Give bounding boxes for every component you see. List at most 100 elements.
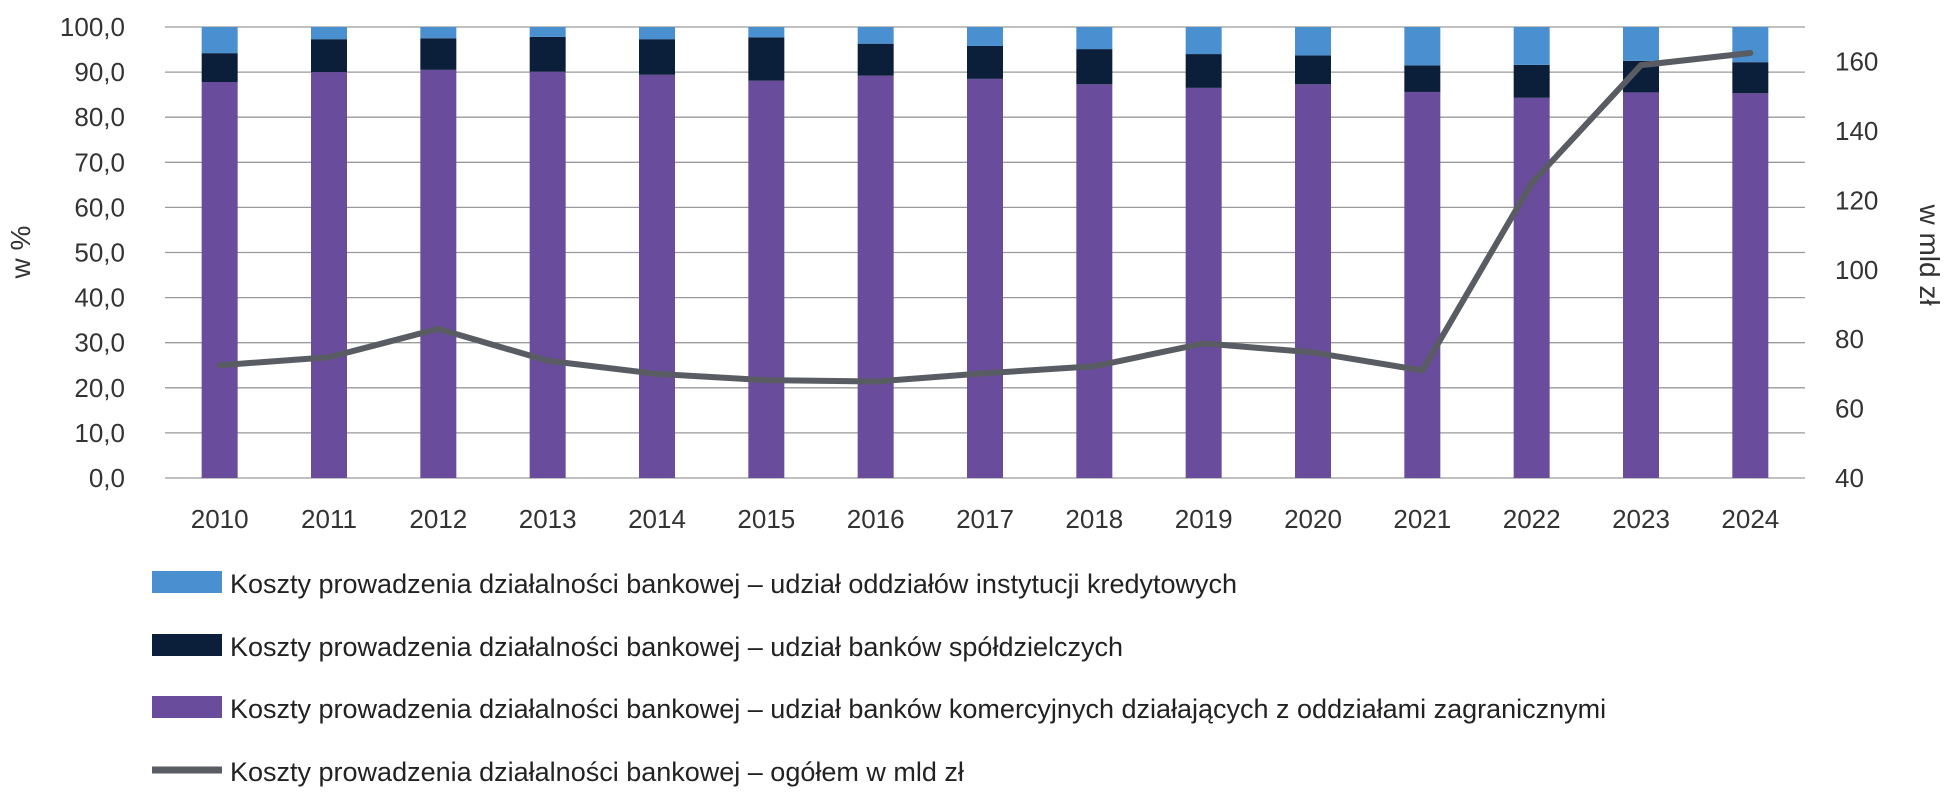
line-point bbox=[328, 356, 330, 358]
x-tick-label: 2013 bbox=[519, 504, 577, 534]
left-tick-label: 100,0 bbox=[60, 12, 125, 42]
x-tick-label: 2011 bbox=[301, 504, 357, 534]
bar-segment bbox=[639, 27, 675, 40]
bar-segment bbox=[1404, 27, 1441, 66]
legend-swatch bbox=[152, 634, 222, 656]
bar-segment bbox=[967, 78, 1003, 479]
bar-segment bbox=[639, 39, 675, 75]
bar-segment bbox=[1295, 84, 1331, 478]
bar-segment bbox=[1076, 27, 1113, 50]
x-tick-label: 2023 bbox=[1612, 504, 1670, 534]
x-tick-label: 2016 bbox=[847, 504, 905, 534]
x-tick-label: 2019 bbox=[1175, 504, 1233, 534]
bar-segment bbox=[1513, 27, 1550, 65]
line-point bbox=[656, 373, 658, 375]
bar-segment bbox=[1732, 93, 1769, 478]
left-tick-label: 90,0 bbox=[74, 57, 125, 87]
line-point bbox=[765, 379, 767, 381]
line-point bbox=[1421, 369, 1423, 371]
left-tick-label: 40,0 bbox=[74, 283, 125, 313]
right-tick-label: 120 bbox=[1835, 185, 1878, 215]
bar-segment bbox=[967, 27, 1003, 46]
bar-segment bbox=[311, 72, 347, 478]
legend-item: Koszty prowadzenia działalności bankowej… bbox=[152, 757, 964, 787]
bar-segment bbox=[201, 82, 238, 478]
left-tick-label: 70,0 bbox=[74, 147, 125, 177]
bar-segment bbox=[857, 75, 894, 478]
bar-segment bbox=[967, 45, 1003, 79]
bar-segment bbox=[311, 39, 347, 73]
legend-item: Koszty prowadzenia działalności bankowej… bbox=[152, 569, 1237, 599]
line-point bbox=[984, 372, 986, 374]
right-tick-label: 60 bbox=[1835, 394, 1864, 424]
bar-segment bbox=[639, 74, 675, 478]
x-tick-label: 2021 bbox=[1393, 504, 1451, 534]
bar-segment bbox=[1623, 27, 1659, 61]
right-axis-ticks: 40 60 80 100 120 140 160 bbox=[1835, 47, 1878, 493]
x-tick-label: 2022 bbox=[1503, 504, 1561, 534]
bar-segment bbox=[857, 43, 894, 76]
line-point bbox=[219, 364, 221, 366]
x-axis-ticks: 2010 2011 2012 2013 2014 2015 2016 2017 2018 2019… bbox=[191, 504, 1780, 534]
bar-segment bbox=[1185, 27, 1222, 55]
bar-segment bbox=[201, 53, 238, 83]
legend-label: Koszty prowadzenia działalności bankowej… bbox=[230, 757, 964, 787]
left-axis-title: w % bbox=[5, 226, 36, 280]
left-tick-label: 20,0 bbox=[74, 373, 125, 403]
bars bbox=[201, 27, 1769, 479]
line-point bbox=[1203, 342, 1205, 344]
right-tick-label: 140 bbox=[1835, 116, 1878, 146]
bar-segment bbox=[1076, 84, 1113, 478]
bar-segment bbox=[420, 69, 457, 478]
left-tick-label: 60,0 bbox=[74, 192, 125, 222]
right-tick-label: 40 bbox=[1835, 463, 1864, 493]
bar-segment bbox=[529, 71, 566, 479]
right-tick-label: 80 bbox=[1835, 324, 1864, 354]
x-tick-label: 2014 bbox=[628, 504, 686, 534]
bar-segment bbox=[1076, 49, 1113, 85]
left-tick-label: 0,0 bbox=[89, 463, 125, 493]
legend-label: Koszty prowadzenia działalności bankowej… bbox=[230, 632, 1123, 662]
bar-segment bbox=[420, 27, 457, 39]
bar-segment bbox=[1404, 65, 1441, 92]
left-axis-ticks: 0,0 10,0 20,0 30,0 40,0 50,0 60,0 70,0 80,0 90,0 1… bbox=[60, 12, 125, 493]
x-tick-label: 2012 bbox=[409, 504, 467, 534]
x-tick-label: 2015 bbox=[737, 504, 795, 534]
left-tick-label: 30,0 bbox=[74, 328, 125, 358]
line-point bbox=[1531, 182, 1533, 184]
bar-segment bbox=[748, 27, 785, 38]
legend-item: Koszty prowadzenia działalności bankowej… bbox=[152, 632, 1123, 662]
x-tick-label: 2017 bbox=[956, 504, 1014, 534]
line-point bbox=[547, 360, 549, 362]
bar-segment bbox=[1732, 62, 1769, 94]
x-tick-label: 2020 bbox=[1284, 504, 1342, 534]
bar-segment bbox=[748, 37, 785, 81]
line-point bbox=[1312, 351, 1314, 353]
line-point bbox=[1640, 64, 1642, 66]
legend-label: Koszty prowadzenia działalności bankowej… bbox=[230, 569, 1237, 599]
x-tick-label: 2010 bbox=[191, 504, 249, 534]
line-point bbox=[437, 328, 439, 330]
line-point bbox=[875, 381, 877, 383]
legend-swatch bbox=[152, 571, 222, 593]
right-tick-label: 160 bbox=[1835, 47, 1878, 77]
bar-segment bbox=[748, 80, 785, 478]
bar-segment bbox=[1513, 64, 1550, 98]
line-series bbox=[216, 50, 1754, 385]
left-tick-label: 80,0 bbox=[74, 102, 125, 132]
left-tick-label: 10,0 bbox=[74, 418, 125, 448]
bar-segment bbox=[857, 27, 894, 44]
legend-item: Koszty prowadzenia działalności bankowej… bbox=[152, 694, 1606, 724]
bar-segment bbox=[311, 27, 347, 40]
bar-segment bbox=[420, 38, 457, 70]
right-axis-title: w mld zł bbox=[1914, 203, 1945, 306]
line-point bbox=[1749, 52, 1751, 54]
legend-swatch bbox=[152, 696, 222, 718]
bar-segment bbox=[1623, 92, 1659, 479]
x-tick-label: 2018 bbox=[1065, 504, 1123, 534]
bar-segment bbox=[1295, 55, 1331, 85]
legend-label: Koszty prowadzenia działalności bankowej… bbox=[230, 694, 1606, 724]
bar-segment bbox=[1295, 27, 1331, 56]
bar-segment bbox=[201, 27, 238, 54]
